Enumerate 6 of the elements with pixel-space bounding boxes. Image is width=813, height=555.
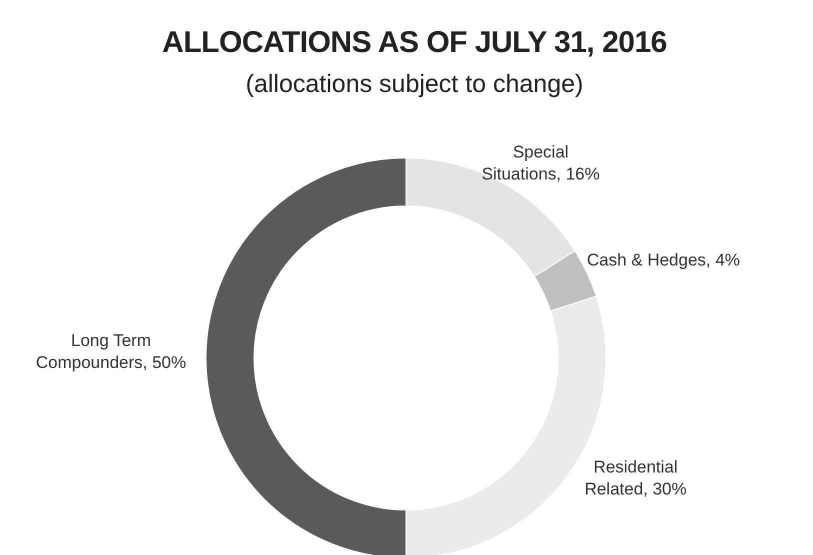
chart-title: ALLOCATIONS AS OF JULY 31, 2016 [161,26,668,60]
slice-label: Special Situations, 16% [482,143,600,184]
slice-label: Cash & Hedges, 4% [586,250,740,270]
slice-label: Long Term Compounders, 50% [36,331,186,372]
chart-subtitle: (allocations subject to change) [244,70,584,99]
slice-label: Residential Related, 30% [584,458,687,499]
